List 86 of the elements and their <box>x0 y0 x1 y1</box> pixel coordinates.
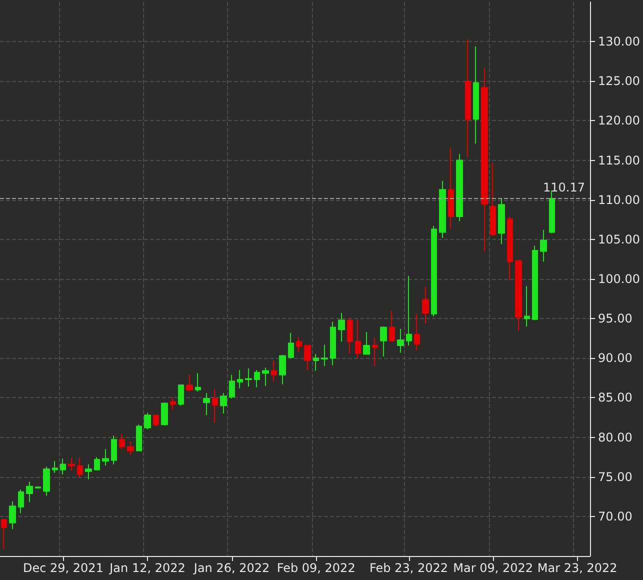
candlestick <box>127 440 134 456</box>
candlestick <box>52 460 58 474</box>
y-tick-label: 75.00 <box>598 470 632 484</box>
candlestick <box>532 245 538 321</box>
candlestick <box>1 518 7 550</box>
candlestick <box>389 310 395 342</box>
candlestick <box>161 402 168 426</box>
candlestick <box>431 225 437 317</box>
x-tick-label: Feb 23, 2022 <box>370 561 448 575</box>
candlestick <box>212 388 218 424</box>
x-tick-label: Jan 26, 2022 <box>192 561 270 575</box>
candlestick <box>271 360 277 382</box>
candlestick <box>60 458 66 475</box>
candlestick <box>119 434 125 450</box>
candlestick <box>406 275 412 346</box>
candlestick <box>229 374 235 400</box>
candlestick <box>422 286 429 324</box>
candlestick <box>288 332 294 359</box>
y-tick-label: 110.00 <box>598 192 640 207</box>
candlestick <box>490 162 496 236</box>
candlestick <box>220 392 227 414</box>
candlestick <box>35 486 41 488</box>
candlestick <box>111 435 117 465</box>
candlestick <box>245 368 252 388</box>
candlestick <box>186 374 193 392</box>
candlestick <box>254 370 260 388</box>
candlestick <box>397 328 404 354</box>
candlestick <box>203 392 210 416</box>
candlestick <box>26 481 33 503</box>
candlestick <box>43 466 50 496</box>
y-tick-label: 95.00 <box>598 312 632 326</box>
candlestick <box>355 318 361 359</box>
x-tick-label: Mar 09, 2022 <box>453 561 534 575</box>
y-tick-label: 70.00 <box>598 509 632 524</box>
y-tick-label: 90.00 <box>598 351 632 366</box>
candlestick <box>9 500 16 530</box>
candlestick <box>465 38 471 158</box>
candlestick <box>448 147 454 229</box>
candlestick <box>304 344 311 371</box>
candlestick <box>414 313 420 351</box>
candlestick <box>136 424 142 452</box>
ref-line-label: 110.17 <box>543 180 586 195</box>
candlestick <box>498 198 505 245</box>
candlestick <box>102 448 109 466</box>
candlestick <box>237 370 243 389</box>
x-tick-label: Mar 23, 2022 <box>537 561 618 575</box>
candlestick <box>540 229 547 262</box>
candlestick <box>170 397 176 410</box>
candlestick <box>439 180 446 238</box>
y-tick-label: 105.00 <box>598 232 640 246</box>
y-tick-label: 85.00 <box>598 390 632 405</box>
candlestick <box>262 367 269 386</box>
candlestick <box>144 412 151 430</box>
candlestick <box>515 258 522 331</box>
candlestick <box>321 344 328 367</box>
y-tick-label: 100.00 <box>598 272 640 286</box>
candlestick <box>296 336 302 352</box>
candlestick <box>363 332 370 355</box>
candlestick <box>456 153 463 222</box>
candlestick <box>372 337 378 367</box>
candlestick <box>313 354 319 372</box>
candlestick <box>473 46 479 144</box>
y-tick-label: 120.00 <box>598 114 640 128</box>
candlestick <box>85 464 92 480</box>
y-tick-label: 130.00 <box>598 34 640 49</box>
candlestick <box>178 384 184 406</box>
y-tick-label: 115.00 <box>598 153 640 168</box>
candlestick <box>77 457 83 478</box>
y-tick-label: 80.00 <box>598 430 632 444</box>
candlestick <box>347 317 353 354</box>
candlestick <box>380 326 387 358</box>
candlestick <box>68 457 75 472</box>
x-tick-label: Feb 09, 2022 <box>276 561 356 575</box>
candlestick <box>338 312 345 342</box>
candlestick <box>195 372 201 392</box>
candlestick <box>524 286 530 327</box>
candlestick <box>330 321 336 366</box>
candlestick <box>481 67 488 252</box>
y-tick-label: 125.00 <box>598 74 640 88</box>
x-tick-label: Jan 12, 2022 <box>108 561 186 575</box>
candlestick <box>18 489 24 514</box>
x-tick-label: Dec 29, 2021 <box>22 561 104 575</box>
candlestick <box>279 354 286 385</box>
candlestick <box>153 414 159 427</box>
candlestick <box>94 456 100 472</box>
candlestick <box>507 216 513 280</box>
